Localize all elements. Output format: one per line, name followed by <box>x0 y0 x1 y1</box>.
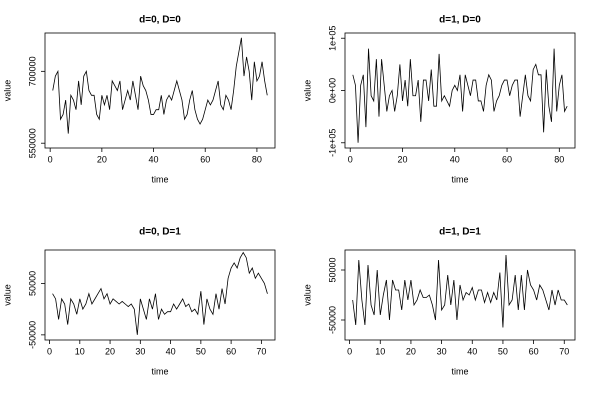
x-tick-label: 0 <box>347 346 352 356</box>
x-tick-label: 0 <box>48 154 53 164</box>
y-tick-label: 0e+00 <box>327 78 337 103</box>
series-line <box>52 251 268 335</box>
x-tick-label: 70 <box>256 346 266 356</box>
y-axis-label: value <box>2 284 12 306</box>
x-tick-label: 0 <box>348 154 353 164</box>
x-tick-label: 60 <box>226 346 236 356</box>
y-axis-label: value <box>302 284 312 306</box>
x-tick-label: 60 <box>529 346 539 356</box>
x-tick-label: 0 <box>47 346 52 356</box>
y-tick-label: 1e+05 <box>327 26 337 51</box>
x-tick-label: 30 <box>437 346 447 356</box>
y-tick-label: -1e+05 <box>327 129 337 157</box>
x-tick-label: 30 <box>135 346 145 356</box>
panel-title: d=0, D=1 <box>139 227 181 238</box>
x-axis-label: time <box>451 366 468 376</box>
panel-title: d=1, D=1 <box>439 227 481 238</box>
y-tick-label: 700000 <box>27 56 37 86</box>
x-tick-label: 20 <box>397 154 407 164</box>
y-axis-label: value <box>302 80 312 102</box>
x-tick-label: 40 <box>450 154 460 164</box>
x-tick-label: 10 <box>375 346 385 356</box>
plot-frame <box>44 32 276 149</box>
x-tick-label: 40 <box>467 346 477 356</box>
plot-frame <box>344 32 576 149</box>
x-tick-label: 10 <box>75 346 85 356</box>
series-line <box>352 48 568 143</box>
plot-frame <box>44 249 276 341</box>
plot-frame <box>344 249 576 341</box>
x-axis-label: time <box>451 174 468 184</box>
y-axis-label: value <box>2 80 12 102</box>
series-line <box>352 254 568 328</box>
y-tick-label: -50000 <box>327 306 337 334</box>
y-tick-label: 550000 <box>27 128 37 158</box>
panel-title: d=0, D=0 <box>139 15 181 26</box>
x-tick-label: 40 <box>166 346 176 356</box>
panel-title: d=1, D=0 <box>439 15 481 26</box>
x-tick-label: 80 <box>554 154 564 164</box>
x-axis-label: time <box>151 174 168 184</box>
x-tick-label: 20 <box>97 154 107 164</box>
x-tick-label: 50 <box>498 346 508 356</box>
x-tick-label: 60 <box>200 154 210 164</box>
x-axis-label: time <box>151 366 168 376</box>
x-tick-label: 70 <box>559 346 569 356</box>
x-tick-label: 80 <box>252 154 262 164</box>
x-tick-label: 50 <box>196 346 206 356</box>
y-tick-label: 50000 <box>27 271 37 296</box>
y-tick-label: -50000 <box>27 321 37 349</box>
x-tick-label: 60 <box>502 154 512 164</box>
x-tick-label: 20 <box>406 346 416 356</box>
x-tick-label: 20 <box>105 346 115 356</box>
x-tick-label: 40 <box>149 154 159 164</box>
series-line <box>52 37 268 134</box>
y-tick-label: 50000 <box>327 257 337 282</box>
